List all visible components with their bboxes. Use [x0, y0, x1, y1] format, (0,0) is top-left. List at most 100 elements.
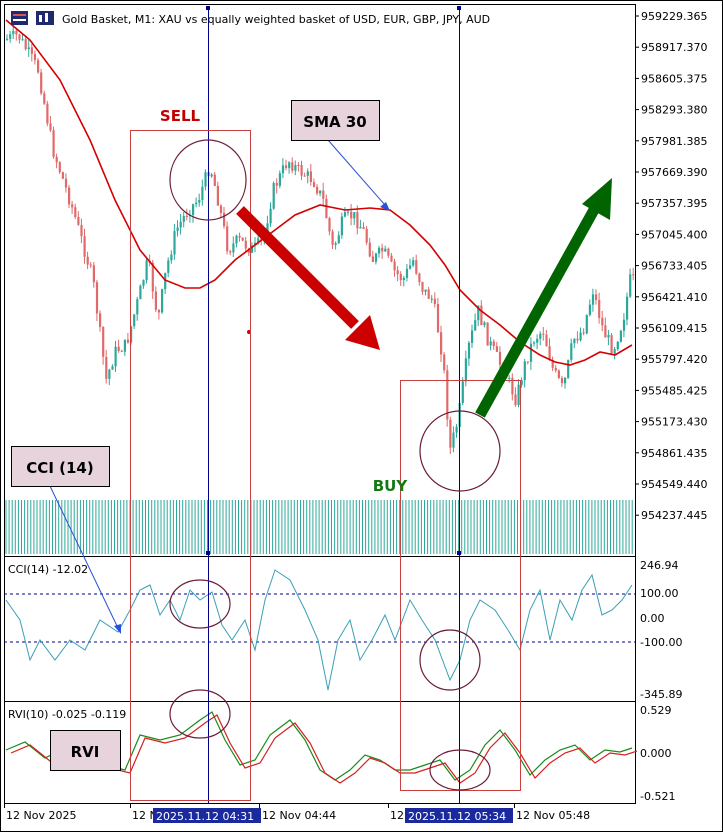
candle-body	[102, 326, 105, 357]
candle-body	[226, 226, 229, 252]
candle-body	[588, 304, 591, 315]
candle-body	[24, 39, 27, 50]
candle-body	[359, 227, 362, 229]
price-label: 954549.440	[641, 478, 707, 491]
candle-body	[591, 294, 595, 305]
candle-body	[266, 223, 269, 234]
toolbar-grid-icon-stripe	[13, 14, 26, 16]
candle-body	[294, 165, 297, 171]
cci-label-text: CCI (14)	[26, 459, 93, 477]
candle-body	[232, 243, 235, 253]
candle-body	[440, 332, 443, 355]
candle-body	[489, 341, 492, 346]
candle-body	[291, 162, 294, 171]
candle-body	[247, 248, 250, 253]
candle-body	[145, 260, 148, 281]
price-label: 957981.385	[641, 135, 707, 148]
candle-body	[164, 272, 167, 290]
candle-body	[433, 298, 436, 305]
candle-body	[347, 211, 350, 213]
candle-body	[117, 346, 120, 351]
toolbar-grid-icon-stripe-2	[13, 19, 26, 21]
candle-body	[622, 319, 626, 331]
time-label-5: 12 Nov 05:48	[516, 809, 590, 822]
candle-body	[21, 39, 24, 41]
time-highlight-1: 2025.11.12 04:31	[156, 810, 254, 823]
price-label: 958917.370	[641, 41, 707, 54]
candle-body	[142, 280, 145, 286]
candle-body	[520, 380, 523, 385]
crosshair-marker-bottom-2	[457, 551, 461, 555]
candle-body	[18, 34, 21, 40]
candle-body	[9, 34, 12, 39]
candle-body	[365, 228, 368, 243]
candle-body	[288, 162, 291, 169]
candle-body	[427, 289, 430, 299]
candle-body	[331, 231, 334, 245]
candle-body	[474, 320, 477, 331]
toolbar-grid-icon[interactable]	[11, 11, 28, 25]
candle-body	[607, 335, 610, 338]
candle-body	[536, 338, 539, 343]
candle-body	[362, 227, 365, 229]
candle-body	[133, 314, 136, 327]
candle-body	[424, 289, 427, 292]
price-label: 955173.430	[641, 416, 707, 429]
rvi-main-line	[5, 711, 633, 781]
candle-body	[511, 377, 514, 395]
candle-body	[312, 182, 316, 187]
candle-body	[86, 256, 89, 265]
candle-body	[449, 419, 452, 448]
candle-body	[554, 368, 557, 371]
candle-body	[111, 366, 114, 370]
candle-body	[281, 165, 285, 174]
candle-body	[83, 236, 86, 257]
candle-body	[539, 333, 542, 339]
sell-zone-rect	[130, 130, 251, 801]
candle-body	[337, 235, 340, 244]
candle-body	[130, 326, 133, 343]
rvi-signal-line	[10, 714, 638, 784]
candle-body	[412, 260, 415, 266]
time-highlight-2: 2025.11.12 05:34	[408, 810, 506, 823]
price-label: 956109.415	[641, 322, 707, 335]
candle-body	[126, 339, 130, 343]
candle-body	[204, 172, 207, 187]
candle-body	[446, 370, 449, 420]
candle-body	[529, 343, 533, 362]
cci-label-min: -345.89	[640, 688, 682, 701]
candle-body	[55, 156, 58, 163]
candle-body	[409, 265, 412, 269]
price-label: 957357.395	[641, 197, 707, 210]
candle-body	[533, 342, 536, 344]
candle-body	[77, 217, 80, 225]
candle-body	[123, 339, 126, 352]
candle-body	[99, 313, 102, 327]
candle-body	[105, 356, 108, 379]
candle-body	[567, 360, 570, 378]
candle-body	[526, 361, 529, 363]
sma-pointer-arrow	[327, 139, 390, 211]
rvi-label-min: -0.521	[640, 790, 675, 803]
candles	[6, 23, 635, 454]
buy-label: BUY	[373, 477, 409, 495]
candle-body	[213, 174, 216, 186]
candle-body	[167, 260, 170, 273]
candle-body	[399, 274, 402, 281]
candle-body	[68, 187, 71, 205]
candle-body	[405, 268, 409, 278]
candle-body	[350, 211, 353, 219]
price-label: 956733.405	[641, 260, 707, 273]
candle-body	[371, 256, 374, 262]
candle-body	[185, 216, 188, 217]
candle-body	[340, 216, 343, 236]
candle-body	[27, 47, 30, 50]
time-axis: 12 Nov 2025 12 N 2025.11.12 04:31 12 Nov…	[4, 803, 590, 823]
candle-body	[393, 261, 396, 271]
candle-body	[30, 47, 33, 54]
candle-body	[477, 305, 480, 321]
candle-body	[15, 30, 18, 35]
cci-title: CCI(14) -12.02	[8, 563, 88, 576]
candle-body	[626, 296, 629, 320]
